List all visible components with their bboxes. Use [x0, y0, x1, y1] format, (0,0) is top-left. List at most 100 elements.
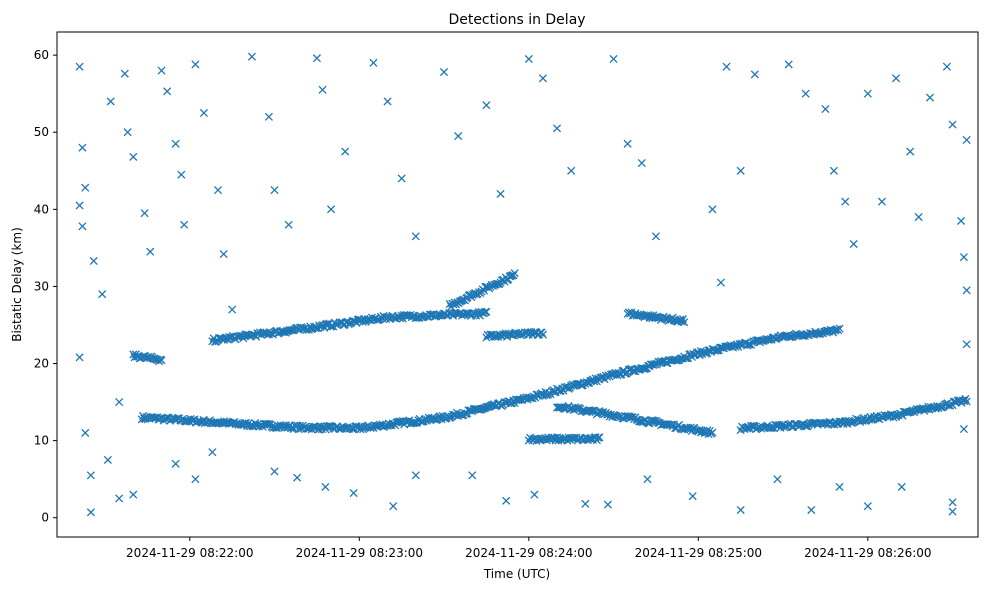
detection-point — [81, 183, 90, 192]
detection-point — [637, 159, 646, 168]
track-point — [961, 394, 970, 403]
detection-point — [948, 120, 957, 129]
detection-point — [157, 66, 166, 75]
detection-point — [321, 482, 330, 491]
track-point — [482, 307, 491, 316]
detection-point — [106, 97, 115, 106]
y-tick-label: 10 — [34, 434, 49, 448]
detection-point — [75, 62, 84, 71]
detection-point — [906, 147, 915, 156]
detection-point — [411, 232, 420, 241]
data-points — [75, 52, 971, 517]
x-tick-label: 2024-11-29 08:24:00 — [465, 546, 592, 560]
detection-point — [318, 85, 327, 94]
track-point — [263, 420, 272, 429]
detection-point — [284, 220, 293, 229]
detection-point — [552, 124, 562, 133]
detection-point — [863, 89, 872, 98]
detection-point — [524, 54, 533, 64]
detection-point — [293, 473, 302, 482]
detection-point — [688, 492, 697, 501]
detection-point — [962, 135, 971, 144]
detection-point — [208, 448, 217, 457]
x-tick-label: 2024-11-29 08:25:00 — [635, 546, 762, 560]
y-tick-label: 20 — [34, 357, 49, 371]
detection-point — [123, 128, 132, 137]
track-point — [786, 332, 795, 341]
detection-point — [962, 340, 971, 349]
track-point — [784, 420, 793, 429]
y-axis-label: Bistatic Delay (km) — [10, 227, 24, 342]
x-axis: 2024-11-29 08:22:00 2024-11-29 08:23:00 20… — [126, 537, 932, 560]
detection-point — [956, 216, 966, 225]
detection-point — [538, 74, 547, 83]
detection-point — [807, 505, 816, 515]
detection-point — [312, 54, 321, 63]
detection-point — [750, 70, 759, 79]
detection-point — [411, 471, 420, 480]
detection-point — [567, 166, 576, 175]
detection-point — [146, 247, 155, 256]
detection-point — [78, 143, 87, 152]
detection-point — [103, 455, 112, 464]
detection-point — [502, 496, 511, 505]
detection-point — [962, 286, 971, 295]
track-point — [313, 324, 322, 333]
detection-point — [773, 475, 782, 484]
track-point — [523, 328, 532, 337]
track-point — [744, 340, 753, 349]
track-point — [936, 403, 946, 412]
detection-point — [199, 108, 208, 118]
x-tick-label: 2024-11-29 08:22:00 — [126, 546, 253, 560]
track-point — [272, 423, 281, 433]
detection-point — [89, 256, 98, 266]
detection-point — [948, 507, 957, 516]
detection-point — [86, 508, 95, 517]
detection-point — [115, 398, 124, 407]
detection-point — [81, 428, 90, 437]
detection-point — [341, 147, 350, 156]
track-point — [708, 428, 717, 437]
track-point — [150, 413, 159, 422]
track-point — [463, 309, 472, 318]
y-tick-label: 60 — [34, 48, 49, 62]
detection-point — [482, 101, 491, 110]
detection-point — [75, 201, 84, 210]
detection-point — [722, 62, 731, 71]
detection-point — [829, 166, 838, 175]
detection-point — [140, 209, 149, 218]
plot-frame — [56, 31, 979, 538]
detection-point — [228, 305, 237, 314]
detection-point — [369, 58, 378, 67]
detection-point — [623, 139, 632, 148]
track-point — [335, 318, 344, 327]
x-axis-label: Time (UTC) — [483, 567, 550, 581]
y-tick-label: 30 — [34, 279, 49, 293]
track-point — [481, 308, 490, 317]
chart-title: Detections in Delay — [448, 12, 585, 28]
detection-point — [849, 239, 858, 249]
track-point — [680, 318, 689, 327]
detection-point — [115, 494, 124, 503]
detection-point — [581, 499, 590, 508]
detection-point — [86, 471, 95, 480]
detection-point — [171, 459, 180, 468]
detection-point — [643, 475, 652, 484]
track-point — [325, 421, 334, 431]
detection-point — [270, 185, 279, 195]
track-point — [712, 346, 721, 355]
track-point — [410, 418, 419, 427]
detection-point — [863, 502, 872, 511]
detection-point — [191, 475, 200, 484]
detection-point — [959, 253, 968, 262]
track-point — [731, 342, 740, 351]
detection-point — [213, 185, 223, 195]
detection-point — [609, 54, 618, 64]
track-point — [157, 356, 166, 365]
detection-point — [948, 498, 957, 507]
detection-point — [651, 232, 660, 241]
detection-point — [784, 60, 793, 69]
detection-point — [270, 467, 279, 476]
track-point — [556, 403, 565, 412]
